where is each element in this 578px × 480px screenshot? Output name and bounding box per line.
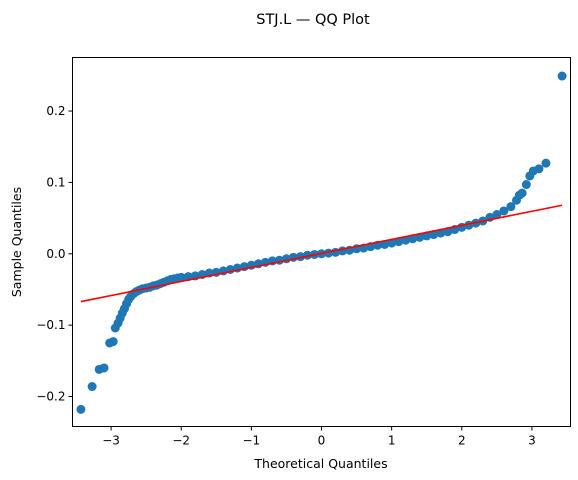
data-point <box>436 228 446 238</box>
data-point <box>76 404 86 414</box>
y-axis-label: Sample Quantiles <box>9 187 24 297</box>
data-point <box>521 180 531 190</box>
data-point <box>99 363 109 373</box>
x-tick-label: 2 <box>458 434 466 448</box>
y-tick-label: 0.2 <box>46 104 65 118</box>
plot-frame <box>72 57 571 427</box>
x-tick-label: −1 <box>243 434 261 448</box>
y-tick-label: −0.2 <box>36 390 65 404</box>
y-tick-label: 0.0 <box>46 247 65 261</box>
data-point <box>87 382 97 392</box>
x-axis-label: Theoretical Quantiles <box>253 456 387 471</box>
data-point <box>387 238 397 248</box>
data-point <box>506 202 516 212</box>
data-point <box>176 272 186 282</box>
x-tick-label: −3 <box>102 434 120 448</box>
y-axis-ticks: −0.2 −0.1 0.0 0.1 0.2 <box>36 104 73 404</box>
x-tick-label: −2 <box>172 434 190 448</box>
data-point <box>492 210 502 220</box>
x-tick-label: 0 <box>318 434 326 448</box>
scatter-points <box>76 71 567 414</box>
chart-title: STJ.L — QQ Plot <box>256 12 370 28</box>
data-point <box>415 232 425 242</box>
reference-line <box>80 204 563 303</box>
data-point <box>499 206 509 216</box>
x-axis-ticks: −3 −2 −1 0 1 2 3 <box>102 426 536 448</box>
data-point <box>534 164 544 174</box>
y-tick-label: −0.1 <box>36 318 65 332</box>
x-tick-label: 1 <box>388 434 396 448</box>
data-point <box>108 337 118 347</box>
data-point <box>380 239 390 249</box>
data-point <box>429 230 439 240</box>
data-point <box>517 188 527 198</box>
y-tick-label: 0.1 <box>46 175 65 189</box>
x-tick-label: 3 <box>528 434 536 448</box>
data-point <box>541 158 551 168</box>
data-point <box>557 71 567 81</box>
data-point <box>422 231 432 241</box>
data-point <box>394 237 404 247</box>
data-point <box>408 234 418 244</box>
data-point <box>401 235 411 245</box>
reference-line-group <box>80 204 563 303</box>
